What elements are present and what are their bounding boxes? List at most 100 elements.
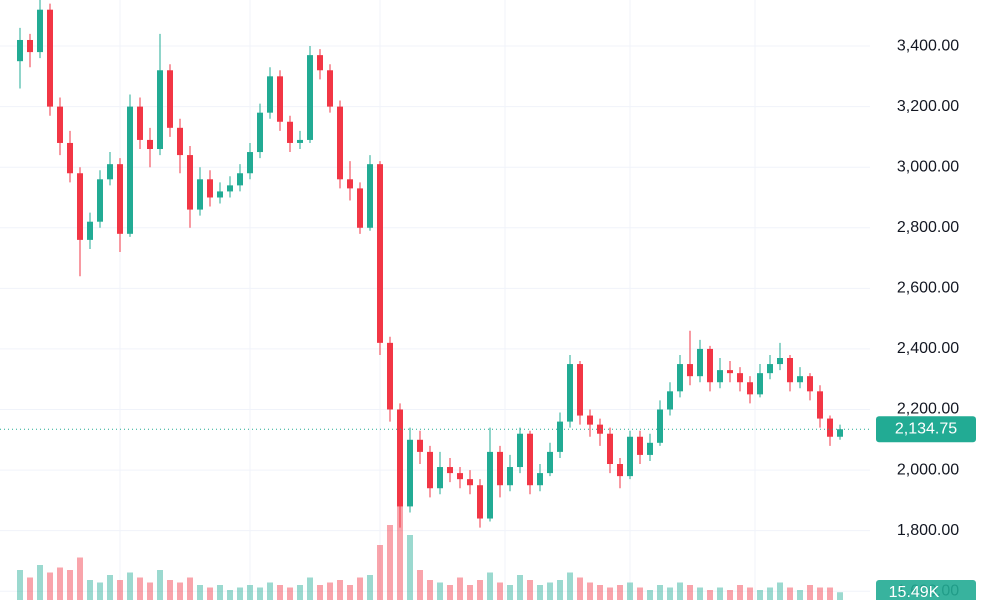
volume-bar [67, 570, 73, 600]
candle-body [807, 376, 813, 392]
candle-body [247, 152, 253, 174]
volume-bar [367, 575, 373, 600]
volume-bar [137, 577, 143, 600]
candle-body [727, 370, 733, 374]
volume-bar [287, 587, 293, 600]
candle-body [757, 373, 763, 395]
volume-bar [297, 585, 303, 600]
candle-body [717, 370, 723, 383]
volume-bar [477, 580, 483, 600]
volume-bar [207, 587, 213, 600]
volume-bar [507, 585, 513, 600]
volume-bar [557, 580, 563, 600]
volume-bar [537, 585, 543, 600]
y-tick-label: 3,000.00 [897, 158, 959, 175]
volume-bar [567, 572, 573, 600]
candle-body [567, 364, 573, 422]
volume-bar [767, 587, 773, 600]
candle-body [837, 429, 843, 437]
candle-body [217, 191, 223, 198]
volume-bar [27, 577, 33, 600]
volume-bar [227, 590, 233, 600]
candle-body [97, 179, 103, 222]
volume-bar [797, 590, 803, 600]
volume-bar [817, 587, 823, 600]
candle-body [237, 173, 243, 186]
volume-bar [417, 570, 423, 600]
y-tick-label: 2,000.00 [897, 461, 959, 478]
volume-bar [597, 585, 603, 600]
volume-bar [727, 590, 733, 600]
volume-bar [377, 545, 383, 600]
last-volume-box [876, 580, 976, 600]
candle-body [367, 164, 373, 228]
volume-bar [357, 577, 363, 600]
volume-bar [657, 585, 663, 600]
candle-body [637, 436, 643, 455]
last-volume-label: 15.49K [889, 584, 940, 600]
volume-bar [127, 572, 133, 600]
candle-body [17, 39, 23, 62]
y-tick-label: 2,600.00 [897, 280, 959, 297]
candle-body [537, 473, 543, 486]
volume-bar [17, 570, 23, 600]
volume-bar [827, 587, 833, 600]
candle-body [327, 70, 333, 107]
volume-bar [527, 580, 533, 600]
candle-body [207, 179, 213, 198]
y-tick-label: 2,400.00 [897, 340, 959, 357]
candle-body [517, 433, 523, 468]
volume-bar [447, 585, 453, 600]
volume-bar [107, 575, 113, 600]
volume-bar [577, 577, 583, 600]
volume-bar [77, 557, 83, 600]
volume-bar [737, 585, 743, 600]
candle-body [647, 442, 653, 455]
candle-body [377, 164, 383, 343]
volume-bar [707, 590, 713, 600]
candle-body [787, 358, 793, 383]
volume-bar [247, 585, 253, 600]
volume-bar [587, 582, 593, 600]
candle-body [797, 376, 803, 383]
candle-body [687, 364, 693, 377]
candle-body [577, 364, 583, 416]
candle-body [357, 188, 363, 228]
candle-body [497, 451, 503, 486]
volume-bar [387, 525, 393, 600]
candle-body [287, 121, 293, 143]
candle-body [827, 418, 833, 437]
candle-body [87, 221, 93, 240]
volume-bar [407, 535, 413, 600]
volume-bar [267, 582, 273, 600]
candle-body [267, 76, 273, 113]
candle-body [167, 70, 173, 128]
candle-body [697, 348, 703, 377]
volume-bar [47, 572, 53, 600]
candle-body [387, 342, 393, 410]
volume-bar [257, 587, 263, 600]
y-tick-label: 3,400.00 [897, 37, 959, 54]
volume-bar [617, 585, 623, 600]
candle-body [747, 382, 753, 395]
candle-body [507, 467, 513, 486]
candle-body [127, 106, 133, 234]
candle-body [657, 409, 663, 443]
candle-body [157, 70, 163, 150]
candle-body [147, 139, 153, 150]
candle-body [427, 451, 433, 489]
volume-bar [157, 570, 163, 600]
volume-bar [757, 590, 763, 600]
candle-body [347, 179, 353, 189]
candle-body [587, 415, 593, 425]
volume-bar [457, 577, 463, 600]
volume-bar [437, 582, 443, 600]
volume-bar [97, 582, 103, 600]
y-tick-label: 1,800.00 [897, 522, 959, 539]
time-grid [119, 0, 756, 600]
candle-body [117, 164, 123, 234]
candle-body [337, 106, 343, 180]
volume-bar [57, 567, 63, 600]
volume-bar [337, 580, 343, 600]
volume-bar [237, 587, 243, 600]
